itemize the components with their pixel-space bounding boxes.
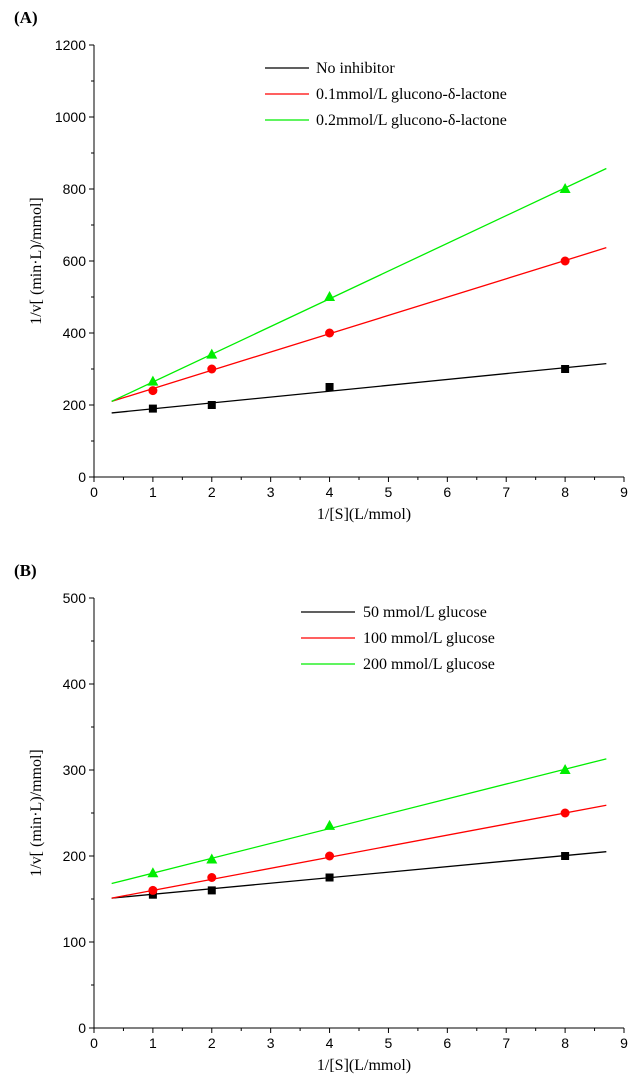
legend-entry: 0.1mmol/L glucono-δ-lactone — [265, 86, 507, 103]
series-3 — [111, 758, 607, 885]
y-tick-label: 400 — [63, 676, 87, 692]
y-tick-label: 200 — [63, 848, 87, 864]
y-tick-label: 300 — [63, 762, 87, 778]
legend-label: 0.1mmol/L glucono-δ-lactone — [316, 86, 507, 103]
legend-label: No inhibitor — [316, 60, 395, 77]
y-axis-title: 1/v[ (min·L)/mmol] — [28, 197, 45, 325]
data-point — [325, 328, 335, 338]
x-tick-label: 5 — [385, 484, 393, 500]
data-point — [560, 256, 570, 266]
data-point — [561, 852, 570, 860]
y-tick-label: 0 — [78, 1020, 86, 1036]
panel-label: (A) — [14, 8, 38, 27]
data-point — [559, 183, 571, 193]
fit-line — [111, 362, 607, 414]
fit-line — [111, 167, 607, 402]
legend-entry: 200 mmol/L glucose — [301, 656, 495, 673]
x-tick-label: 4 — [326, 484, 334, 500]
data-point — [207, 873, 217, 882]
x-tick-label: 9 — [620, 484, 628, 500]
legend-entry: 100 mmol/L glucose — [301, 630, 495, 647]
data-point — [207, 886, 216, 895]
x-tick-label: 2 — [208, 484, 216, 500]
fit-line — [111, 758, 607, 885]
legend-label: 200 mmol/L glucose — [363, 656, 495, 673]
data-point — [324, 291, 336, 301]
data-point — [148, 885, 158, 895]
legend-entry: 50 mmol/L glucose — [301, 604, 487, 621]
data-point — [560, 808, 570, 818]
x-tick-label: 1 — [149, 484, 157, 500]
x-axis-title: 1/[S](L/mmol) — [317, 1057, 411, 1074]
chart-panel-a: (A) 0 1 2 3 4 5 6 7 8 9 0 200 400 600 800 1000 1200 1/[S](… — [14, 8, 628, 523]
y-tick-label: 400 — [63, 325, 87, 341]
x-tick-label: 3 — [267, 484, 275, 500]
series-1 — [111, 362, 607, 414]
data-point — [561, 365, 570, 373]
data-point — [206, 348, 218, 359]
data-point — [559, 764, 571, 774]
series-1 — [111, 851, 607, 899]
x-tick-label: 0 — [90, 484, 98, 500]
data-point — [325, 383, 334, 391]
x-tick-label: 8 — [561, 484, 569, 500]
x-tick-label: 9 — [620, 1035, 628, 1051]
series-3 — [111, 167, 607, 402]
data-point — [148, 386, 158, 396]
data-point — [147, 867, 159, 878]
legend-entry: No inhibitor — [265, 60, 395, 77]
x-tick-label: 7 — [502, 1035, 510, 1051]
fit-line — [111, 804, 607, 899]
x-tick-label: 0 — [90, 1035, 98, 1051]
data-point — [325, 873, 334, 882]
y-tick-label: 100 — [63, 934, 87, 950]
x-axis-title: 1/[S](L/mmol) — [317, 506, 411, 523]
data-point — [148, 404, 157, 413]
data-point — [324, 819, 336, 830]
legend-label: 100 mmol/L glucose — [363, 630, 495, 647]
series-2 — [111, 804, 607, 899]
y-tick-label: 0 — [78, 469, 86, 485]
x-tick-label: 7 — [502, 484, 510, 500]
chart-panel-b: (B) 0 1 2 3 4 5 6 7 8 9 0 100 200 300 400 500 1/[S](L/mmo… — [14, 561, 628, 1074]
legend-entry: 0.2mmol/L glucono-δ-lactone — [265, 112, 507, 129]
y-tick-label: 1000 — [55, 109, 86, 125]
panel-label: (B) — [14, 561, 37, 580]
series-2 — [111, 247, 607, 403]
x-tick-label: 6 — [443, 484, 451, 500]
y-tick-label: 200 — [63, 397, 87, 413]
x-tick-label: 1 — [149, 1035, 157, 1051]
data-point — [206, 853, 218, 864]
data-point — [147, 375, 159, 386]
legend-label: 0.2mmol/L glucono-δ-lactone — [316, 112, 507, 129]
x-tick-label: 8 — [561, 1035, 569, 1051]
x-tick-label: 5 — [385, 1035, 393, 1051]
data-point — [207, 364, 217, 374]
x-tick-label: 6 — [443, 1035, 451, 1051]
data-point — [207, 401, 216, 409]
fit-line — [111, 247, 607, 403]
x-tick-label: 4 — [326, 1035, 334, 1051]
data-point — [325, 851, 335, 861]
y-tick-label: 1200 — [55, 37, 86, 53]
y-axis-title: 1/v[ (min·L)/mmol] — [28, 749, 45, 877]
y-tick-label: 500 — [63, 590, 87, 606]
legend-label: 50 mmol/L glucose — [363, 604, 487, 621]
y-tick-label: 800 — [63, 181, 87, 197]
y-tick-label: 600 — [63, 253, 87, 269]
fit-line — [111, 851, 607, 899]
x-tick-label: 3 — [267, 1035, 275, 1051]
x-tick-label: 2 — [208, 1035, 216, 1051]
